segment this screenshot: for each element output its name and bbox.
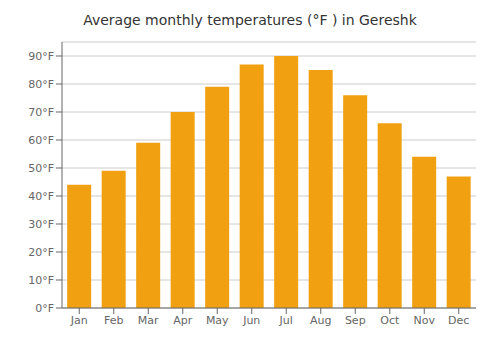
svg-text:Oct: Oct — [380, 314, 400, 327]
html-text:Average monthly temperatures (: Average monthly temperatures (°F ) in Ge… — [83, 12, 417, 28]
svg-text:Feb: Feb — [104, 314, 123, 327]
svg-text:Aug: Aug — [310, 314, 331, 327]
svg-text:Dec: Dec — [448, 314, 469, 327]
svg-text:10°F: 10°F — [28, 274, 54, 287]
svg-text:0°F: 0°F — [35, 302, 54, 315]
svg-text:20°F: 20°F — [28, 246, 54, 259]
svg-text:50°F: 50°F — [28, 162, 54, 175]
svg-text:70°F: 70°F — [28, 106, 54, 119]
svg-text:40°F: 40°F — [28, 190, 54, 203]
svg-text:Jul: Jul — [279, 314, 293, 327]
svg-text:Mar: Mar — [138, 314, 159, 327]
svg-text:May: May — [206, 314, 229, 327]
svg-text:60°F: 60°F — [28, 134, 54, 147]
svg-text:80°F: 80°F — [28, 78, 54, 91]
svg-text:Jan: Jan — [70, 314, 88, 327]
svg-text:Jun: Jun — [242, 314, 260, 327]
svg-text:Sep: Sep — [345, 314, 366, 327]
svg-text:90°F: 90°F — [28, 50, 54, 63]
svg-text:Apr: Apr — [173, 314, 193, 327]
svg-text:Nov: Nov — [414, 314, 436, 327]
svg-text:30°F: 30°F — [28, 218, 54, 231]
